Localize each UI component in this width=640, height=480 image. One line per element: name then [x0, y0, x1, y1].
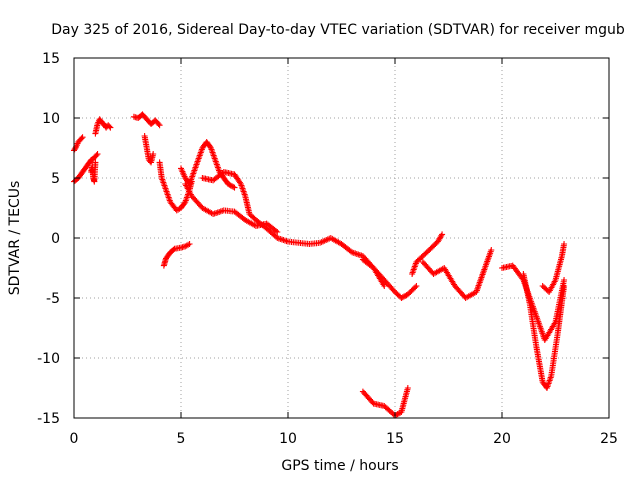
- data-point: [207, 143, 214, 150]
- data-point: [181, 200, 188, 207]
- data-point: [381, 283, 388, 289]
- data-point: [395, 410, 402, 417]
- data-point: [438, 232, 445, 239]
- x-tick-labels: 0 5 10 15 20 25: [70, 431, 618, 447]
- data-point: [561, 283, 568, 289]
- data-point: [94, 151, 101, 157]
- data-point: [439, 231, 446, 238]
- x-axis-title: GPS time / hours: [281, 458, 398, 474]
- y-tick-label: -10: [37, 351, 60, 367]
- data-point: [78, 135, 85, 142]
- data-point: [156, 122, 163, 129]
- data-point: [155, 121, 162, 127]
- data-point: [186, 241, 193, 247]
- data-point: [72, 145, 79, 151]
- data-point: [227, 182, 234, 189]
- y-tick-label: -15: [37, 411, 60, 427]
- y-tick-label: 10: [42, 111, 60, 127]
- grid: [74, 58, 609, 418]
- data-point: [404, 385, 411, 391]
- data-point: [412, 284, 419, 291]
- data-point: [413, 283, 420, 289]
- axis-ticks: [73, 57, 610, 419]
- x-tick-label: 5: [177, 431, 186, 447]
- data-point: [400, 293, 407, 300]
- data-point: [561, 277, 568, 283]
- data-point: [170, 246, 177, 253]
- data-point: [402, 292, 409, 299]
- chart-title: Day 325 of 2016, Sidereal Day-to-day VTE…: [51, 22, 625, 38]
- x-tick-label: 15: [386, 431, 404, 447]
- y-tick-labels: -15 -10 -5 0 5 10 15: [37, 51, 60, 427]
- data-point: [228, 183, 235, 190]
- data-point: [230, 183, 237, 190]
- data-point: [150, 151, 157, 157]
- x-tick-label: 20: [493, 431, 511, 447]
- data-marks: [71, 111, 568, 419]
- data-point: [488, 247, 495, 253]
- x-tick-label: 10: [279, 431, 297, 447]
- data-point: [272, 227, 279, 234]
- data-point: [394, 411, 401, 418]
- data-point: [93, 152, 100, 159]
- y-tick-label: 15: [42, 51, 60, 67]
- data-point: [92, 159, 99, 166]
- y-tick-label: -5: [46, 291, 60, 307]
- data-point: [274, 229, 281, 235]
- y-tick-label: 5: [51, 171, 60, 187]
- y-tick-label: 0: [51, 231, 60, 247]
- data-point: [79, 134, 86, 141]
- data-point: [225, 181, 232, 187]
- x-tick-label: 25: [600, 431, 618, 447]
- data-point: [561, 241, 568, 247]
- data-point: [399, 294, 406, 301]
- y-axis-title: SDTVAR / TECUs: [7, 181, 23, 296]
- data-point: [398, 295, 405, 301]
- data-point: [231, 184, 238, 191]
- data-point: [393, 411, 400, 418]
- data-point: [106, 123, 113, 130]
- data-point: [226, 181, 233, 188]
- x-tick-label: 0: [70, 431, 79, 447]
- data-point: [107, 124, 114, 131]
- data-point: [185, 241, 192, 248]
